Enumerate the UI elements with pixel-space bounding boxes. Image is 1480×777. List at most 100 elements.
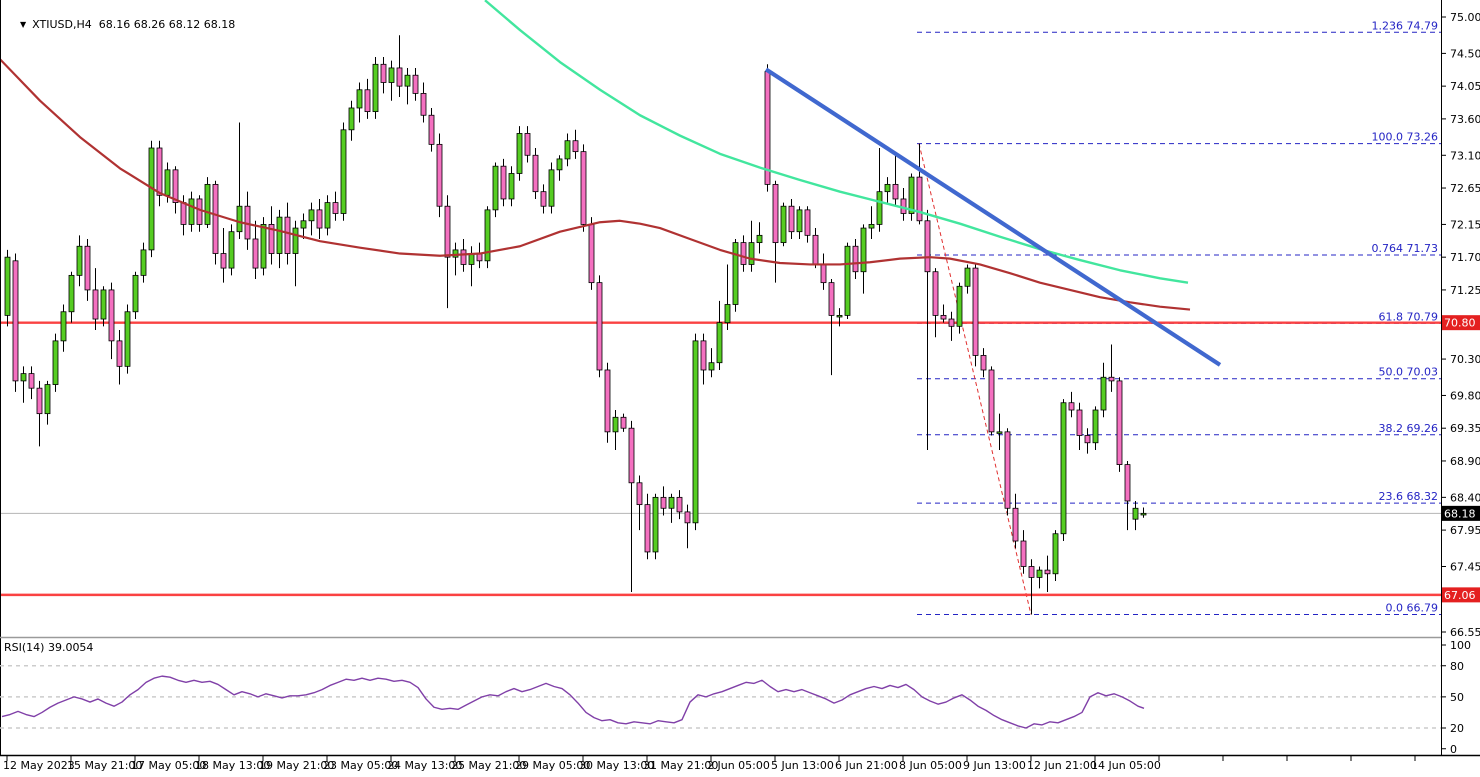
- ma-slow-line: [0, 58, 1191, 311]
- candle-body-up: [868, 224, 875, 229]
- candle: [324, 195, 331, 236]
- candle: [940, 304, 947, 323]
- candle: [316, 198, 323, 239]
- candle: [692, 333, 699, 531]
- symbol-dropdown-icon[interactable]: ▼: [20, 20, 27, 29]
- candle: [804, 206, 811, 243]
- candle-body-down: [84, 245, 91, 291]
- fib-level-label: 1.236 74.79: [1372, 19, 1438, 32]
- candle: [620, 413, 627, 432]
- candle: [308, 202, 315, 236]
- candle: [852, 238, 859, 280]
- candle: [564, 133, 571, 167]
- candle: [108, 282, 115, 360]
- time-axis-label: 8 Jun 05:00: [899, 759, 962, 772]
- candle-body-down: [788, 205, 795, 233]
- candle: [492, 162, 499, 218]
- candle-body-up: [964, 267, 971, 287]
- candle: [1108, 344, 1115, 392]
- candle-body-up: [348, 107, 355, 131]
- candle-body-up: [76, 245, 83, 276]
- candle: [636, 475, 643, 531]
- candle: [964, 264, 971, 294]
- candle-body-down: [740, 242, 747, 265]
- fib-level-label: 100.0 73.26: [1372, 131, 1438, 144]
- time-axis-label: 2 Jun 05:00: [707, 759, 770, 772]
- price-badge-label: 68.18: [1444, 507, 1476, 520]
- candle-body-up: [492, 165, 499, 211]
- candle-body-down: [580, 151, 587, 225]
- candle-body-up: [372, 63, 379, 113]
- candle-body-up: [60, 311, 67, 342]
- price-badge-label: 67.06: [1444, 589, 1476, 602]
- candle: [68, 271, 75, 323]
- candle-body-down: [180, 202, 187, 225]
- candle-body-up: [356, 89, 363, 109]
- candle-body-up: [1100, 376, 1107, 411]
- candle-body-up: [4, 256, 11, 316]
- candle: [876, 148, 883, 232]
- candle-body-up: [716, 322, 723, 364]
- candle: [204, 177, 211, 229]
- candle-body-up: [708, 362, 715, 371]
- candle: [156, 140, 163, 207]
- time-axis-label: 14 Jun 05:00: [1091, 759, 1161, 772]
- price-tick-label: 68.40: [1450, 491, 1480, 504]
- candle-body-down: [524, 133, 531, 156]
- candle: [1068, 391, 1075, 418]
- candle: [1004, 428, 1011, 516]
- candle: [996, 413, 1003, 451]
- candle-body-up: [1052, 533, 1059, 575]
- price-tick-label: 71.70: [1450, 251, 1480, 264]
- candle-body-up: [340, 129, 347, 214]
- candle-body-up: [748, 242, 755, 265]
- candle: [372, 57, 379, 119]
- symbol-timeframe-label: XTIUSD,H4: [32, 18, 92, 31]
- candle-body-down: [684, 511, 691, 524]
- candle: [612, 410, 619, 451]
- time-axis-label: 29 May 05:00: [515, 759, 590, 772]
- fib-level-label: 0.764 71.73: [1372, 242, 1438, 255]
- candle-body-down: [764, 71, 771, 185]
- price-tick-label: 74.50: [1450, 47, 1480, 60]
- candle: [132, 271, 139, 320]
- time-axis-label: 5 Jun 13:00: [771, 759, 834, 772]
- candle: [684, 504, 691, 549]
- candle: [1076, 402, 1083, 451]
- candle-body-down: [916, 176, 923, 222]
- time-axis-label: 6 Jun 21:00: [835, 759, 898, 772]
- candle: [36, 380, 43, 447]
- candle-body-up: [516, 133, 523, 174]
- candle-body-down: [636, 482, 643, 506]
- candle: [420, 82, 427, 123]
- candle-body-up: [52, 340, 59, 385]
- candle-body-down: [820, 264, 827, 284]
- candle-body-up: [1132, 507, 1139, 520]
- candle-body-down: [948, 318, 955, 327]
- price-tick-label: 72.65: [1450, 182, 1480, 195]
- candle-body-down: [628, 427, 635, 484]
- time-axis-label: 25 May 21:00: [451, 759, 526, 772]
- candle: [1140, 507, 1147, 518]
- candle-body-up: [164, 169, 171, 196]
- candle-body-down: [1076, 409, 1083, 436]
- candle-body-down: [92, 289, 99, 320]
- candle-body-up: [324, 202, 331, 229]
- candle: [220, 228, 227, 283]
- candle: [404, 67, 411, 105]
- candle: [788, 198, 795, 239]
- candle-body-down: [156, 147, 163, 196]
- price-tick-label: 72.15: [1450, 218, 1480, 231]
- candle: [828, 279, 835, 376]
- price-badge: [1442, 587, 1480, 603]
- candle: [292, 220, 299, 287]
- candle-body-down: [116, 340, 123, 367]
- candle: [1124, 460, 1131, 531]
- candle: [908, 173, 915, 221]
- candle: [836, 308, 843, 327]
- rsi-tick-label: 100: [1450, 639, 1471, 652]
- candle: [1028, 559, 1035, 615]
- candle: [780, 202, 787, 247]
